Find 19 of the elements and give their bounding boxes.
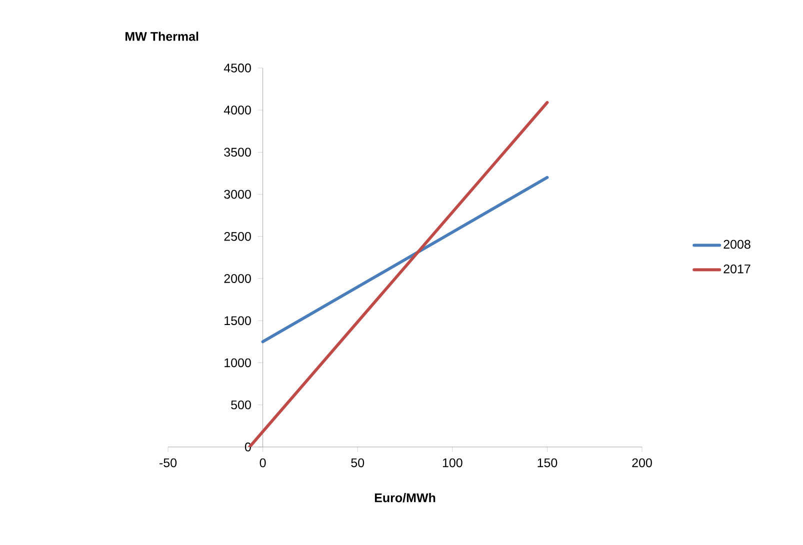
y-tick-label: 500 xyxy=(231,400,251,410)
y-tick-label: 2000 xyxy=(224,274,251,283)
x-tick-label: -50 xyxy=(160,458,177,468)
legend-label: 2017 xyxy=(724,264,750,274)
y-axis-title: MW Thermal xyxy=(126,32,198,41)
y-tick-label: 2500 xyxy=(224,232,251,241)
y-tick-label: 4500 xyxy=(224,64,251,72)
x-tick-label: 0 xyxy=(260,458,266,468)
y-tick-label: 4000 xyxy=(224,106,251,115)
x-tick-label: 50 xyxy=(351,458,364,468)
legend-label: 2008 xyxy=(724,240,750,249)
x-tick-label: 150 xyxy=(538,458,558,468)
y-tick-label: 3000 xyxy=(224,190,251,199)
x-tick-label: 200 xyxy=(632,458,652,468)
y-tick-label: 3500 xyxy=(224,148,251,157)
y-tick-label: 1000 xyxy=(224,358,251,368)
x-tick-label: 100 xyxy=(442,458,462,468)
x-axis-title: Euro/MWh xyxy=(374,493,436,502)
y-tick-label: 1500 xyxy=(224,316,251,326)
